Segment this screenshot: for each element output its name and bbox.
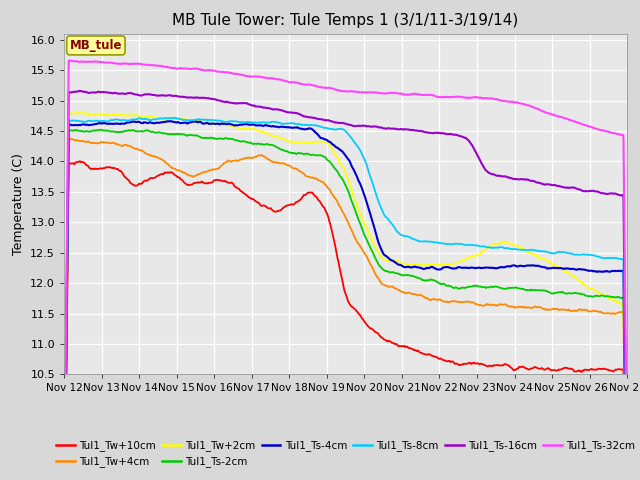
Text: MB_tule: MB_tule <box>70 39 122 52</box>
Tul1_Ts-16cm <box>393 126 401 132</box>
Tul1_Tw+2cm <box>206 120 214 126</box>
Tul1_Ts-16cm <box>485 170 493 176</box>
Tul1_Ts-32cm <box>66 58 74 63</box>
Tul1_Tw+10cm <box>393 341 401 347</box>
Tul1_Tw+10cm <box>206 180 214 186</box>
Tul1_Tw+2cm <box>316 138 324 144</box>
Tul1_Ts-2cm <box>393 270 401 276</box>
Tul1_Ts-4cm <box>437 266 445 272</box>
Tul1_Tw+2cm <box>161 117 168 122</box>
Tul1_Ts-8cm <box>170 115 178 120</box>
Tul1_Ts-32cm <box>437 94 445 100</box>
Tul1_Ts-16cm <box>161 93 168 98</box>
Tul1_Ts-2cm <box>206 135 214 141</box>
Tul1_Ts-16cm <box>76 88 83 94</box>
Tul1_Ts-32cm <box>393 90 401 96</box>
Line: Tul1_Tw+4cm: Tul1_Tw+4cm <box>64 139 627 480</box>
Tul1_Tw+10cm <box>485 363 493 369</box>
Tul1_Tw+4cm <box>316 178 324 183</box>
Line: Tul1_Ts-2cm: Tul1_Ts-2cm <box>64 130 627 480</box>
Tul1_Ts-32cm <box>485 96 493 101</box>
Tul1_Tw+2cm <box>437 262 445 267</box>
Tul1_Tw+2cm <box>485 244 493 250</box>
Tul1_Ts-4cm <box>393 261 401 266</box>
Tul1_Ts-8cm <box>160 116 168 121</box>
Tul1_Ts-16cm <box>316 116 324 122</box>
Tul1_Ts-2cm <box>437 281 445 287</box>
Tul1_Tw+10cm <box>316 198 324 204</box>
Tul1_Ts-16cm <box>437 131 445 136</box>
Line: Tul1_Tw+2cm: Tul1_Tw+2cm <box>64 112 627 480</box>
Tul1_Tw+4cm <box>485 301 493 307</box>
Tul1_Tw+4cm <box>68 136 76 142</box>
Tul1_Ts-32cm <box>161 64 168 70</box>
Tul1_Ts-2cm <box>485 285 493 290</box>
Tul1_Tw+10cm <box>437 356 445 361</box>
Tul1_Ts-4cm <box>160 119 168 125</box>
Tul1_Tw+2cm <box>393 258 401 264</box>
Tul1_Tw+10cm <box>76 158 84 164</box>
Tul1_Ts-32cm <box>316 84 324 90</box>
Tul1_Ts-4cm <box>485 265 493 271</box>
Tul1_Ts-8cm <box>437 240 445 246</box>
Tul1_Ts-4cm <box>206 121 214 127</box>
Line: Tul1_Tw+10cm: Tul1_Tw+10cm <box>64 161 627 480</box>
Tul1_Ts-8cm <box>316 124 324 130</box>
Tul1_Ts-4cm <box>316 134 324 140</box>
Tul1_Tw+4cm <box>393 287 401 292</box>
Tul1_Tw+4cm <box>437 298 445 303</box>
Tul1_Ts-32cm <box>206 67 214 73</box>
Line: Tul1_Ts-32cm: Tul1_Ts-32cm <box>64 60 627 480</box>
Tul1_Ts-16cm <box>206 96 214 101</box>
Line: Tul1_Ts-16cm: Tul1_Ts-16cm <box>64 91 627 480</box>
Tul1_Tw+10cm <box>161 169 168 175</box>
Tul1_Tw+4cm <box>161 158 168 164</box>
Y-axis label: Temperature (C): Temperature (C) <box>12 153 25 255</box>
Line: Tul1_Ts-4cm: Tul1_Ts-4cm <box>64 121 627 480</box>
Tul1_Ts-2cm <box>316 153 324 158</box>
Tul1_Tw+2cm <box>65 109 72 115</box>
Tul1_Tw+4cm <box>206 168 214 173</box>
Legend: Tul1_Tw+10cm, Tul1_Tw+4cm, Tul1_Tw+2cm, Tul1_Ts-2cm, Tul1_Ts-4cm, Tul1_Ts-8cm, T: Tul1_Tw+10cm, Tul1_Tw+4cm, Tul1_Tw+2cm, … <box>52 436 639 471</box>
Line: Tul1_Ts-8cm: Tul1_Ts-8cm <box>64 118 627 480</box>
Title: MB Tule Tower: Tule Temps 1 (3/1/11-3/19/14): MB Tule Tower: Tule Temps 1 (3/1/11-3/19… <box>172 13 519 28</box>
Tul1_Ts-8cm <box>393 228 401 234</box>
Tul1_Ts-2cm <box>97 127 104 132</box>
Tul1_Ts-4cm <box>167 119 175 124</box>
Tul1_Ts-8cm <box>206 117 214 123</box>
Tul1_Ts-8cm <box>485 244 493 250</box>
Tul1_Ts-2cm <box>161 131 168 136</box>
